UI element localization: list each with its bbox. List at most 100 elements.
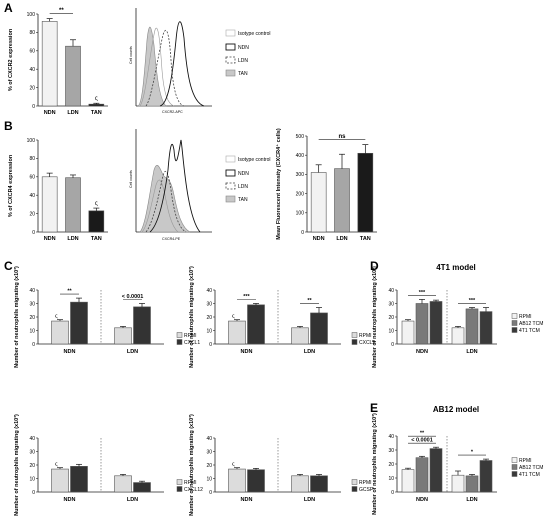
legend-b-ldn: LDN xyxy=(238,184,248,190)
significance-label: < 0.0001 xyxy=(122,294,144,300)
bar-ndn-gcsf xyxy=(247,469,265,493)
y-tick-label: 30 xyxy=(206,301,212,307)
bar-chart-b-mfi: 0 100 200 300 400 500 Mean Fluorescent Intensi… xyxy=(275,128,377,242)
significance-label: ns xyxy=(338,134,346,140)
y-tick-label: 400 xyxy=(296,153,305,159)
panel-label-c: C xyxy=(4,259,13,273)
x-tick-label: NDN xyxy=(313,236,325,242)
legend-swatch xyxy=(176,332,183,338)
legend-label: AB12 TCM xyxy=(519,465,543,471)
bar-chart-b: 0 20 40 60 80 100 % of CXCR4 expression NDN LDN T… xyxy=(8,138,108,242)
bar-ldn-rpmi xyxy=(451,327,465,345)
y-tick-label: 40 xyxy=(206,288,212,294)
y-tick-label: 500 xyxy=(296,134,305,140)
bar-chart-e: 0 10 20 30 40 Number of neutrophils migrating… xyxy=(371,413,543,515)
legend-a-tan: TAN xyxy=(238,71,248,77)
bar-ndn-ab12-tcm xyxy=(415,303,429,345)
significance-label: *** xyxy=(419,290,426,296)
bar-tan xyxy=(88,210,105,233)
y-tick-label: 40 xyxy=(388,288,394,294)
bar-ndn-rpmi xyxy=(51,468,69,493)
hist-b-isotype-curve xyxy=(141,179,179,233)
y-tick-label: 40 xyxy=(29,67,35,73)
hist-b-ylabel: Cell counts xyxy=(129,170,133,188)
x-tick-label: LDN xyxy=(336,236,347,242)
x-tick-label: NDN xyxy=(416,349,428,355)
hist-b-ndn-curve xyxy=(149,139,201,233)
legend-b-isotype: Isotype control xyxy=(238,157,271,163)
significance-label: ** xyxy=(307,298,312,304)
y-tick-label: 80 xyxy=(29,156,35,162)
legend-a-ndn: NDN xyxy=(238,45,249,51)
legend-swatch-tan xyxy=(225,195,236,203)
y-tick-label: 100 xyxy=(27,138,36,144)
hist-a-ylabel: Cell counts xyxy=(129,46,133,64)
x-tick-label: TAN xyxy=(91,236,102,242)
y-tick-label: 40 xyxy=(388,434,394,440)
histogram-b: Cell counts CXCR4-PE xyxy=(129,129,212,241)
y-tick-label: 10 xyxy=(29,328,35,334)
hist-a-xlabel: CXCR2-APC xyxy=(162,110,183,114)
legend-swatch xyxy=(176,479,183,485)
legend-label: RPMI xyxy=(184,333,197,339)
x-tick-label: NDN xyxy=(44,236,56,242)
legend-label: RPMI xyxy=(359,480,372,486)
bar-ndn xyxy=(41,176,58,233)
y-axis-label: Number of neutrophils migrating (x10³) xyxy=(188,266,195,368)
legend-swatch xyxy=(351,479,358,485)
bar-ndn xyxy=(310,172,327,233)
bar-ldn xyxy=(334,168,350,233)
y-tick-label: 10 xyxy=(206,476,212,482)
bar-chart-a: 0 20 40 60 80 100 % of CXCR2 expression NDN LDN T… xyxy=(8,8,108,116)
y-tick-label: 0 xyxy=(32,490,35,496)
y-tick-label: 30 xyxy=(388,301,394,307)
y-tick-label: 30 xyxy=(206,449,212,455)
bar-ldn-cxcl1 xyxy=(133,306,151,345)
significance-label: * xyxy=(471,450,474,456)
legend-swatch xyxy=(176,339,183,345)
y-tick-label: 10 xyxy=(388,476,394,482)
bar-ldn xyxy=(65,45,81,107)
significance-label: ς xyxy=(55,462,58,468)
legend-swatch xyxy=(511,457,518,463)
hist-a-isotype-curve xyxy=(139,27,175,107)
x-tick-label: LDN xyxy=(304,349,315,355)
legend-swatch xyxy=(511,320,518,326)
y-axis-label: Number of neutrophils migrating (x10³) xyxy=(371,413,378,515)
y-axis-label: Mean Fluorescent Intensity (CXCR4⁺ cells… xyxy=(275,128,282,240)
y-tick-label: 20 xyxy=(206,315,212,321)
bar-ldn-rpmi xyxy=(114,475,132,493)
flow-legend-b: Isotype control NDN LDN TAN xyxy=(225,155,271,203)
legend-label: 4T1 TCM xyxy=(519,472,540,478)
y-tick-label: 20 xyxy=(29,315,35,321)
y-tick-label: 20 xyxy=(29,463,35,469)
bar-ldn-4t1-tcm xyxy=(479,460,493,493)
x-tick-label: NDN xyxy=(416,497,428,503)
y-tick-label: 0 xyxy=(32,230,35,236)
panel-label-d: D xyxy=(370,259,379,273)
bar-ldn-rpmi xyxy=(291,327,309,345)
y-tick-label: 40 xyxy=(29,436,35,442)
legend-label: RPMI xyxy=(519,314,532,320)
legend-swatch xyxy=(511,327,518,333)
legend-label: CXCL1 xyxy=(184,340,200,346)
x-tick-label: LDN xyxy=(67,110,78,116)
legend-b-tan: TAN xyxy=(238,197,248,203)
legend-swatch-tan xyxy=(225,69,236,77)
y-tick-label: 0 xyxy=(391,490,394,496)
legend-swatch xyxy=(351,332,358,338)
significance-label: < 0.0001 xyxy=(411,438,433,444)
chart-title-e: AB12 model xyxy=(433,405,479,414)
x-tick-label: LDN xyxy=(127,349,138,355)
legend-a-isotype: Isotype control xyxy=(238,31,271,37)
x-tick-label: LDN xyxy=(304,497,315,503)
bar-ndn-cxcl12 xyxy=(70,466,88,493)
flow-legend-a: Isotype control NDN LDN TAN xyxy=(225,29,271,77)
legend-swatch-ndn xyxy=(225,43,236,51)
legend-swatch-isotype xyxy=(225,155,236,163)
x-tick-label: NDN xyxy=(241,349,253,355)
y-axis-label: Number of neutrophils migrating (x10³) xyxy=(13,414,20,516)
y-tick-label: 20 xyxy=(388,315,394,321)
bar-ndn-4t1-tcm xyxy=(429,301,443,345)
legend-label: RPMI xyxy=(359,333,372,339)
